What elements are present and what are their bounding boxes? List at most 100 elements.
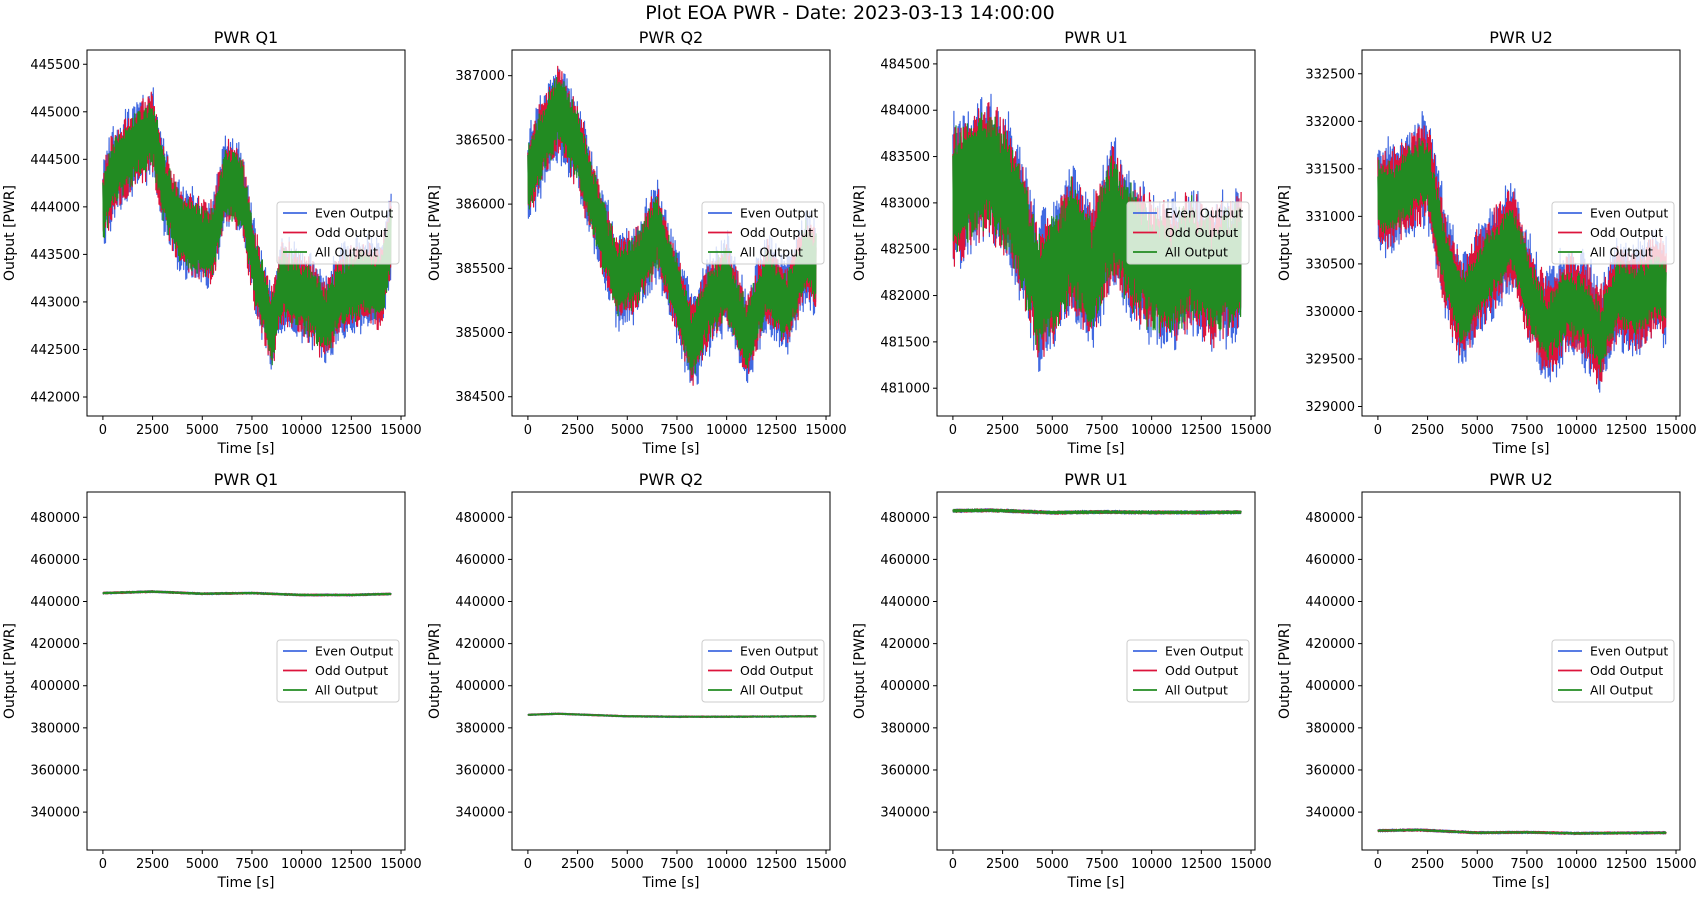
x-tick-label: 10000 [706, 423, 747, 438]
y-tick-label: 380000 [30, 721, 80, 736]
x-tick-label: 0 [949, 857, 957, 872]
x-tick-label: 12500 [756, 857, 797, 872]
legend-label-even: Even Output [740, 206, 818, 221]
legend-label-even: Even Output [1590, 206, 1668, 221]
legend-label-odd: Odd Output [740, 663, 813, 678]
y-tick-label: 442500 [30, 343, 80, 358]
series-all-line [952, 112, 1242, 351]
subplot-title: PWR Q2 [639, 28, 703, 47]
x-tick-label: 7500 [1510, 423, 1543, 438]
x-tick-label: 5000 [1036, 857, 1069, 872]
legend-label-even: Even Output [1165, 206, 1243, 221]
x-axis-label: Time [s] [1492, 441, 1550, 457]
plot-area [952, 508, 1242, 515]
x-tick-label: 15000 [1230, 423, 1271, 438]
subplot-3: 0 2500 5000 7500 10000 12500 15000 481000 481500… [852, 28, 1272, 457]
y-tick-label: 440000 [30, 595, 80, 610]
legend-label-all: All Output [1165, 245, 1228, 260]
legend-label-odd: Odd Output [1590, 663, 1663, 678]
y-tick-label: 440000 [1305, 595, 1355, 610]
axes-frame [1361, 49, 1681, 417]
legend: Even Output Odd Output All Output [701, 639, 825, 703]
y-tick-label: 329000 [1305, 400, 1355, 415]
y-tick-label: 380000 [880, 721, 930, 736]
x-tick-label: 15000 [380, 857, 421, 872]
subplot-5: 0 2500 5000 7500 10000 12500 15000 340000 360000… [2, 470, 422, 891]
axes-frame [86, 491, 406, 851]
y-tick-label: 329500 [1305, 352, 1355, 367]
series-all-line [1377, 828, 1667, 835]
y-tick-label: 481000 [880, 382, 930, 397]
x-tick-label: 0 [949, 423, 957, 438]
subplot-title: PWR U1 [1064, 28, 1128, 47]
x-axis-label: Time [s] [642, 441, 700, 457]
plot-area [102, 589, 392, 597]
series-all-line [527, 712, 817, 718]
y-axis-label: Output [PWR] [1277, 623, 1293, 719]
x-tick-label: 15000 [805, 857, 846, 872]
x-tick-label: 2500 [561, 423, 594, 438]
axes-frame [1361, 491, 1681, 851]
legend-box [1551, 639, 1675, 703]
legend-label-all: All Output [740, 683, 803, 698]
x-tick-label: 7500 [235, 857, 268, 872]
legend-label-odd: Odd Output [1590, 225, 1663, 240]
y-tick-label: 386500 [455, 133, 505, 148]
axes-frame [936, 49, 1256, 417]
y-tick-label: 400000 [1305, 679, 1355, 694]
x-tick-label: 7500 [1510, 857, 1543, 872]
figure-suptitle: Plot EOA PWR - Date: 2023-03-13 14:00:00 [645, 2, 1055, 24]
subplot-grid: 0 2500 5000 7500 10000 12500 15000 442000 442500… [2, 28, 1697, 891]
y-tick-label: 460000 [30, 553, 80, 568]
y-tick-label: 483500 [880, 150, 930, 165]
legend: Even Output Odd Output All Output [1551, 201, 1675, 265]
legend-label-all: All Output [315, 683, 378, 698]
x-tick-label: 10000 [706, 857, 747, 872]
y-tick-label: 444000 [30, 200, 80, 215]
plot-area [1377, 828, 1667, 836]
x-axis-label: Time [s] [217, 875, 275, 891]
y-tick-label: 460000 [455, 553, 505, 568]
x-tick-label: 10000 [281, 857, 322, 872]
x-tick-label: 5000 [186, 857, 219, 872]
y-tick-label: 420000 [1305, 637, 1355, 652]
legend-box [276, 201, 400, 265]
subplot-6: 0 2500 5000 7500 10000 12500 15000 340000 360000… [427, 470, 847, 891]
legend: Even Output Odd Output All Output [276, 201, 400, 265]
y-tick-label: 386000 [455, 198, 505, 213]
subplot-8: 0 2500 5000 7500 10000 12500 15000 340000 360000… [1277, 470, 1697, 891]
x-tick-label: 0 [99, 423, 107, 438]
x-tick-label: 15000 [380, 423, 421, 438]
series-all-line [952, 508, 1242, 515]
plot-area [952, 93, 1242, 372]
x-tick-label: 5000 [1036, 423, 1069, 438]
x-tick-label: 12500 [756, 423, 797, 438]
y-tick-label: 481500 [880, 335, 930, 350]
x-tick-label: 12500 [1606, 857, 1647, 872]
x-tick-label: 7500 [1085, 423, 1118, 438]
legend: Even Output Odd Output All Output [1126, 201, 1250, 265]
y-tick-label: 400000 [880, 679, 930, 694]
y-tick-label: 400000 [455, 679, 505, 694]
legend-label-odd: Odd Output [1165, 225, 1238, 240]
y-axis-label: Output [PWR] [852, 185, 868, 281]
y-tick-label: 480000 [455, 511, 505, 526]
legend-label-even: Even Output [1165, 644, 1243, 659]
y-axis-label: Output [PWR] [2, 623, 18, 719]
x-tick-label: 7500 [1085, 857, 1118, 872]
x-axis-label: Time [s] [1067, 441, 1125, 457]
x-tick-label: 7500 [660, 423, 693, 438]
legend-label-odd: Odd Output [315, 225, 388, 240]
x-tick-label: 2500 [986, 857, 1019, 872]
legend: Even Output Odd Output All Output [1126, 639, 1250, 703]
subplot-1: 0 2500 5000 7500 10000 12500 15000 442000 442500… [2, 28, 422, 457]
series-all-line [102, 590, 392, 597]
subplot-2: 0 2500 5000 7500 10000 12500 15000 384500 385000… [427, 28, 847, 457]
y-tick-label: 442000 [30, 390, 80, 405]
y-axis-label: Output [PWR] [427, 623, 443, 719]
subplot-title: PWR Q1 [214, 28, 278, 47]
y-tick-label: 484000 [880, 104, 930, 119]
legend-label-odd: Odd Output [1165, 663, 1238, 678]
x-tick-label: 7500 [660, 857, 693, 872]
legend-label-all: All Output [1165, 683, 1228, 698]
